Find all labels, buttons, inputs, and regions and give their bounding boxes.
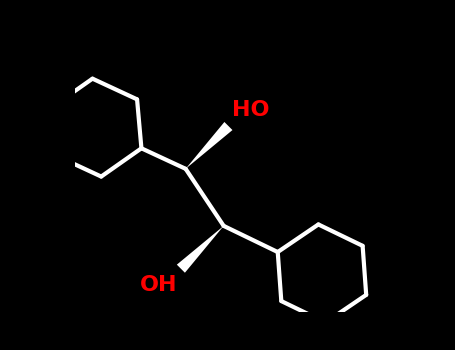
Text: HO: HO [232,100,269,120]
Polygon shape [177,226,224,273]
Polygon shape [186,122,233,169]
Text: OH: OH [140,275,178,295]
